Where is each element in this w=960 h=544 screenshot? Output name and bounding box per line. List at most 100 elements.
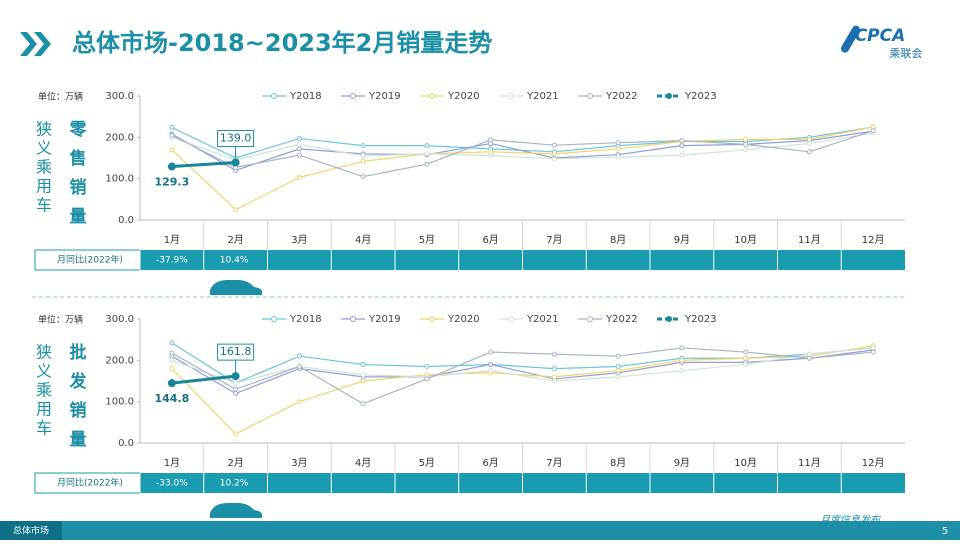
point (231, 372, 240, 381)
chevron-icon (20, 32, 51, 56)
y-tick-label: 200.0 (105, 355, 134, 366)
point (424, 151, 430, 157)
data-label: 161.8 (220, 345, 252, 358)
point (615, 368, 621, 374)
legend-marker (666, 316, 672, 322)
point (360, 158, 366, 164)
point (806, 355, 812, 361)
logo: CPCA (855, 26, 906, 46)
side-group-char: 用 (36, 400, 52, 419)
footer-bar (0, 521, 960, 540)
logo-sub: 乘联会 (890, 47, 923, 60)
point (551, 366, 557, 372)
series-line (171, 161, 236, 169)
series-line (171, 130, 874, 178)
point (488, 361, 494, 367)
point (169, 132, 175, 138)
point (679, 143, 685, 149)
point (679, 345, 685, 351)
point (167, 162, 176, 171)
point (169, 147, 175, 153)
point (360, 174, 366, 180)
x-tick-label: 12月 (862, 234, 885, 246)
point (615, 146, 621, 152)
legend-marker (350, 316, 356, 322)
logo-mark (841, 25, 860, 53)
x-tick-label: 3月 (291, 234, 307, 246)
series-line (171, 130, 874, 172)
point (615, 374, 621, 380)
y-tick-label: 100.0 (105, 174, 134, 185)
point (806, 351, 812, 357)
point (743, 147, 749, 153)
legend-label: Y2018 (289, 314, 322, 325)
point (233, 431, 239, 437)
point (551, 378, 557, 384)
legend-label: Y2019 (368, 91, 401, 102)
point (360, 153, 366, 159)
x-tick-label: 2月 (227, 234, 243, 246)
legend-label: Y2021 (526, 91, 559, 102)
side-group-char: 狭 (36, 120, 52, 139)
x-tick-label: 4月 (355, 457, 371, 469)
side-group-char: 乘 (36, 158, 52, 177)
series-line (171, 345, 874, 435)
series-line (171, 126, 874, 211)
x-tick-label: 3月 (291, 457, 307, 469)
point (296, 152, 302, 158)
point (233, 207, 239, 213)
point (679, 368, 685, 374)
chart-title-char: 销 (70, 400, 87, 421)
legend-marker (587, 316, 593, 322)
point (488, 349, 494, 355)
legend-marker (271, 316, 277, 322)
point (169, 340, 175, 346)
point (360, 361, 366, 367)
point (169, 357, 175, 363)
point (615, 353, 621, 359)
point (233, 386, 239, 392)
yoy-value: 10.4% (220, 256, 249, 266)
point (806, 149, 812, 155)
point (296, 364, 302, 370)
slide-title: 总体市场-2018~2023年2月销量走势 (72, 29, 492, 57)
point (231, 158, 240, 167)
point (167, 379, 176, 388)
legend-label: Y2021 (526, 314, 559, 325)
series-line (171, 374, 236, 385)
point (679, 357, 685, 363)
legend-marker (508, 316, 514, 322)
legend-marker (666, 93, 672, 99)
chart-title-char: 发 (69, 371, 88, 392)
point (870, 128, 876, 134)
point (551, 156, 557, 162)
car-icon (210, 280, 262, 295)
side-group-char: 车 (36, 419, 52, 438)
point (360, 143, 366, 149)
x-tick-label: 5月 (419, 457, 435, 469)
chart-title-char: 批 (70, 342, 87, 363)
point (615, 154, 621, 160)
x-tick-label: 7月 (546, 457, 562, 469)
point (424, 161, 430, 167)
side-group-char: 乘 (36, 381, 52, 400)
yoy-value: -33.0% (156, 479, 188, 489)
x-tick-label: 5月 (419, 234, 435, 246)
x-tick-label: 8月 (610, 234, 626, 246)
x-tick-label: 1月 (164, 457, 180, 469)
yoy-label: 月同比(2022年) (57, 254, 123, 266)
data-label: 139.0 (220, 132, 252, 145)
point (488, 137, 494, 143)
chart-title-char: 量 (70, 429, 87, 450)
chart-title-char: 量 (70, 206, 87, 227)
point (551, 151, 557, 157)
y-tick-label: 0.0 (118, 215, 134, 226)
legend-marker (429, 93, 435, 99)
yoy-row (35, 473, 905, 493)
point (360, 372, 366, 378)
point (743, 361, 749, 367)
legend-marker (429, 316, 435, 322)
point (296, 136, 302, 142)
x-tick-label: 7月 (546, 234, 562, 246)
